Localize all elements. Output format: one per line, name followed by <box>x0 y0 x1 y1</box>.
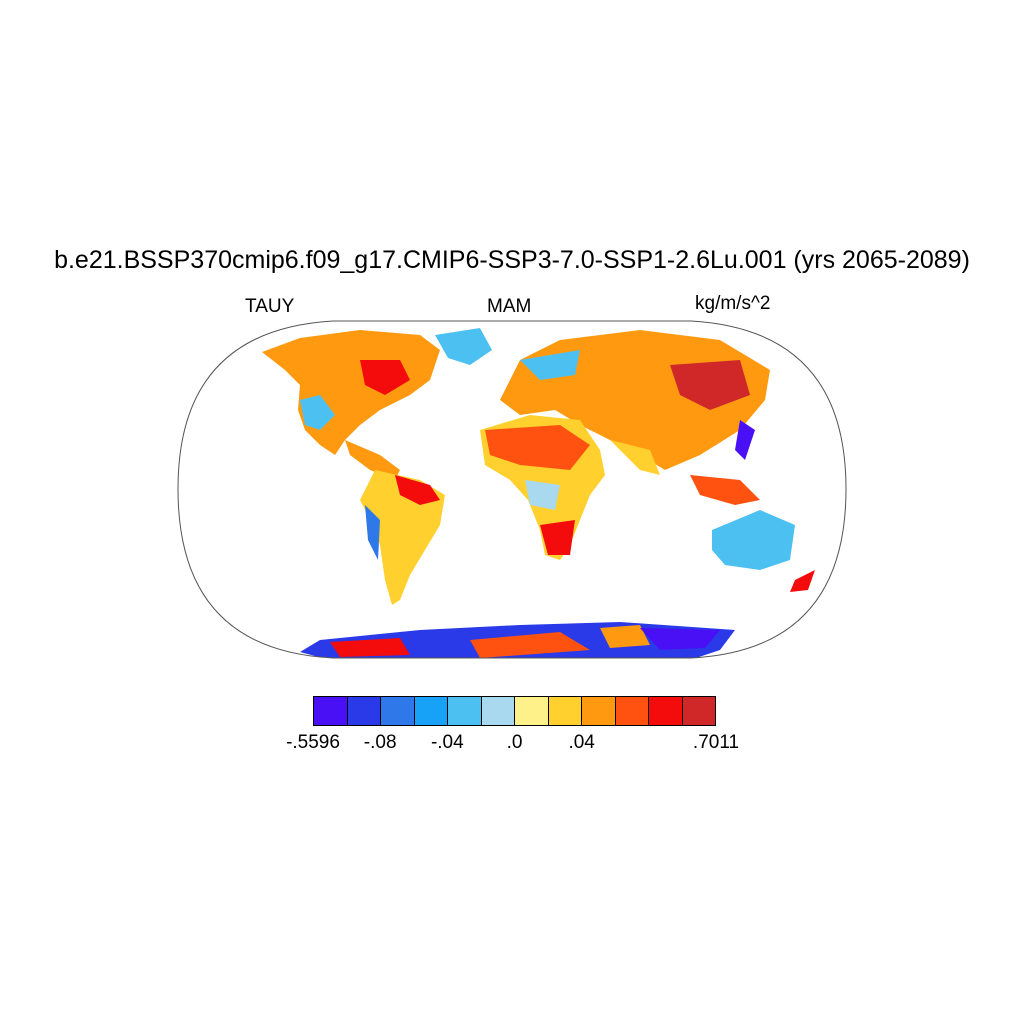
south-america-west <box>365 505 380 560</box>
plot-title: b.e21.BSSP370cmip6.f09_g17.CMIP6-SSP3-7.… <box>54 246 970 274</box>
colorbar <box>313 696 716 726</box>
colorbar-segment <box>381 697 415 725</box>
colorbar-segment <box>448 697 482 725</box>
colorbar-segment <box>649 697 683 725</box>
southeast-asia <box>690 475 760 505</box>
antarctica-hot-3 <box>600 625 650 648</box>
colorbar-tick-label: -.08 <box>363 732 397 753</box>
colorbar-segment <box>414 697 448 725</box>
map-border <box>177 320 847 659</box>
asia-south <box>610 440 660 475</box>
colorbar-segment <box>615 697 649 725</box>
antarctica-hot-2 <box>470 632 590 658</box>
eurasia-hot <box>670 360 750 410</box>
colorbar-tick-label: .04 <box>568 732 595 753</box>
colorbar-tick-label: -.5596 <box>286 732 340 753</box>
colorbar-segment <box>582 697 616 725</box>
africa-hot <box>485 425 590 470</box>
colorbar-segment <box>682 697 715 725</box>
central-america <box>345 440 400 480</box>
australia <box>712 510 795 570</box>
south-america-hot <box>395 475 440 505</box>
eurasia-cold <box>520 350 580 380</box>
north-america-hot <box>360 360 410 395</box>
north-america-cold <box>300 395 335 430</box>
variable-label: TAUY <box>245 296 295 317</box>
units-label: kg/m/s^2 <box>695 293 771 314</box>
greenland <box>435 328 492 365</box>
colorbar-segment <box>314 697 348 725</box>
north-america <box>262 330 440 455</box>
colorbar-segment <box>347 697 381 725</box>
africa-cold <box>525 480 560 510</box>
colorbar-tick-label: .7011 <box>692 732 740 753</box>
colorbar-segment <box>515 697 549 725</box>
colorbar-tick-label: -.04 <box>430 732 464 753</box>
colorbar-segment <box>481 697 515 725</box>
new-zealand <box>790 570 815 592</box>
colorbar-tick-label: .0 <box>506 732 523 753</box>
japan <box>735 420 755 460</box>
antarctica-hot-1 <box>330 638 410 657</box>
season-label: MAM <box>487 296 532 317</box>
colorbar-segment <box>548 697 582 725</box>
antarctica-cold <box>640 628 720 650</box>
africa-south <box>540 520 575 555</box>
